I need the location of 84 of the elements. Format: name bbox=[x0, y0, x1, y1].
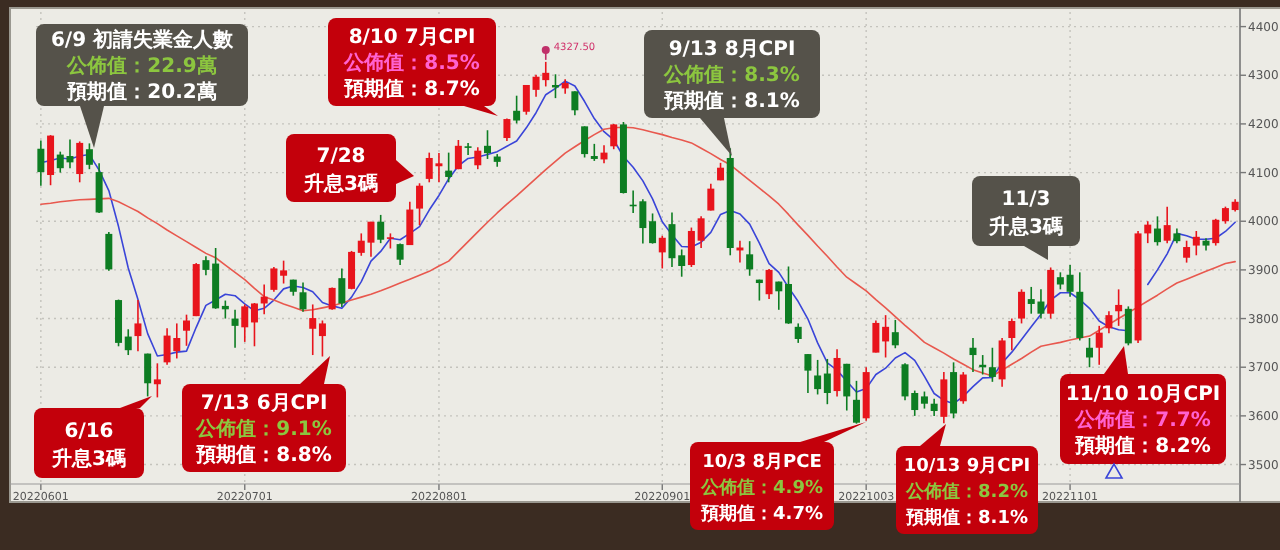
candlestick bbox=[804, 353, 812, 394]
annotation: 預期值：8.7% bbox=[342, 77, 480, 102]
candlestick bbox=[988, 346, 996, 383]
annotation: 公佈值：7.7% bbox=[1073, 408, 1211, 433]
candlestick bbox=[47, 134, 55, 187]
candlestick bbox=[765, 268, 773, 300]
annotation: 7/28 bbox=[316, 145, 366, 168]
text: 預期值：4.7% bbox=[699, 503, 823, 526]
candlestick bbox=[707, 182, 715, 212]
candlestick bbox=[1095, 325, 1103, 366]
candlestick bbox=[891, 319, 899, 350]
candlestick bbox=[1008, 317, 1016, 351]
annotation: 11/10 10月CPI bbox=[1065, 384, 1221, 407]
candlestick bbox=[153, 362, 161, 399]
candlestick bbox=[1124, 305, 1132, 347]
candlestick bbox=[328, 286, 336, 311]
annotation: 11/3 bbox=[1001, 188, 1051, 211]
candlestick bbox=[474, 146, 482, 170]
annotation: 10/13 9月CPI bbox=[903, 455, 1031, 478]
annotation: 9/13 8月CPI bbox=[668, 39, 796, 62]
candlestick bbox=[794, 322, 802, 344]
candlestick bbox=[833, 348, 841, 398]
candlestick bbox=[1115, 288, 1123, 327]
candlestick bbox=[105, 231, 113, 272]
candlestick bbox=[299, 281, 307, 313]
annotation: 公佈值：8.2% bbox=[904, 481, 1028, 504]
candlestick bbox=[940, 371, 948, 424]
annotation: 6/16 bbox=[64, 420, 114, 443]
candlestick bbox=[464, 142, 472, 156]
annotation: 8/10 7月CPI bbox=[348, 27, 476, 50]
annotation: 預期值：8.8% bbox=[194, 443, 332, 468]
candlestick bbox=[862, 366, 870, 422]
candlestick bbox=[852, 380, 860, 425]
candlestick bbox=[1153, 215, 1161, 247]
annotation: 升息3碼 bbox=[302, 171, 378, 196]
annotation: 預期值：8.1% bbox=[662, 89, 800, 114]
candlestick bbox=[231, 309, 239, 349]
annotation: 公佈值：8.3% bbox=[662, 63, 800, 88]
candlestick bbox=[571, 90, 579, 116]
candlestick bbox=[969, 337, 977, 373]
candlestick bbox=[998, 337, 1006, 388]
candlestick bbox=[513, 94, 521, 125]
candlestick bbox=[1144, 220, 1152, 244]
candlestick bbox=[658, 235, 666, 270]
candlestick bbox=[85, 142, 93, 170]
candlestick bbox=[484, 129, 491, 160]
annotation: 7/13 6月CPI bbox=[200, 393, 328, 416]
candlestick bbox=[1086, 337, 1093, 369]
candlestick bbox=[843, 363, 851, 412]
annotation: 公佈值：4.9% bbox=[699, 477, 823, 500]
candlestick bbox=[1018, 288, 1026, 325]
candlestick bbox=[338, 267, 346, 308]
candlestick bbox=[406, 200, 414, 246]
candlestick bbox=[377, 214, 385, 244]
annotation: 公佈值：22.9萬 bbox=[65, 54, 217, 79]
annotation: 預期值：8.2% bbox=[1073, 434, 1211, 459]
candlestick bbox=[959, 371, 967, 405]
candlestick bbox=[746, 240, 754, 277]
annotation: 10/3 8月PCE bbox=[702, 451, 822, 474]
candlestick bbox=[1105, 310, 1113, 334]
candlestick bbox=[37, 139, 45, 187]
candlestick bbox=[610, 123, 618, 151]
annotation: 公佈值：9.1% bbox=[194, 417, 332, 442]
candlestick bbox=[1047, 266, 1055, 320]
candlestick bbox=[1183, 239, 1191, 264]
annotation: 6/9 初請失業金人數 bbox=[50, 28, 236, 53]
annotation: 公佈值：8.5% bbox=[342, 51, 480, 76]
candlestick bbox=[76, 140, 84, 184]
candlestick bbox=[1163, 205, 1171, 244]
annotation: 預期值：20.2萬 bbox=[65, 80, 217, 105]
candlestick bbox=[1076, 271, 1084, 342]
candlestick bbox=[134, 299, 142, 352]
candlestick bbox=[581, 125, 589, 159]
candlestick bbox=[183, 313, 190, 347]
text: 預期值：8.1% bbox=[904, 507, 1028, 530]
candlestick bbox=[416, 182, 424, 226]
candlestick bbox=[144, 352, 152, 398]
candlestick bbox=[1192, 230, 1200, 257]
candlestick bbox=[95, 162, 103, 214]
candlestick bbox=[454, 139, 462, 170]
candlestick bbox=[950, 361, 958, 420]
annotation: 升息3碼 bbox=[987, 214, 1063, 239]
candlestick bbox=[445, 151, 453, 184]
annotation: 升息3碼 bbox=[50, 446, 126, 471]
